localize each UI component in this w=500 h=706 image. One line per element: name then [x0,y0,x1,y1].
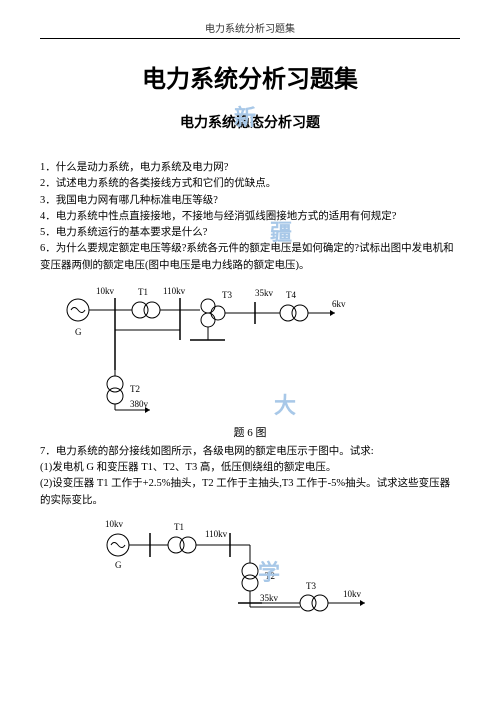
question-6: 6．为什么要规定额定电压等级?系统各元件的额定电压是如何确定的?试标出图中发电机… [40,241,460,274]
label-380v: 380v [130,399,149,409]
page-header: 电力系统分析习题集 [40,20,460,39]
label-g: G [115,560,122,570]
label-t3: T3 [222,290,232,300]
label-t4: T4 [286,290,296,300]
diagram-7: G 10kv T1 110kv T2 35kv [100,515,460,635]
label-35kv: 35kv [260,593,279,603]
label-10kv: 10kv [105,519,124,529]
label-t3: T3 [306,581,316,591]
label-t1: T1 [138,287,148,297]
caption-6: 题 6 图 [40,424,460,440]
subtitle: 电力系统稳态分析习题 [40,112,460,132]
label-10kvb: 10kv [343,589,362,599]
main-title: 电力系统分析习题集 [40,59,460,94]
label-35kv: 35kv [255,288,274,298]
question-2: 2．试述电力系统的各类接线方式和它们的优缺点。 [40,176,460,192]
label-110kv: 110kv [205,529,228,539]
diagram-6: G 10kv T1 110kv T3 35kv [60,280,460,420]
label-t1: T1 [174,522,184,532]
label-t2: T2 [265,571,275,581]
question-5: 5．电力系统运行的基本要求是什么? [40,225,460,241]
label-g: G [75,327,82,337]
question-7a: (1)发电机 G 和变压器 T1、T2、T3 高，低压侧绕组的额定电压。 [40,460,460,476]
label-6kv: 6kv [332,299,346,309]
label-t2: T2 [130,384,140,394]
question-7b: (2)设变压器 T1 工作于+2.5%抽头，T2 工作于主抽头,T3 工作于-5… [40,476,460,509]
question-4: 4．电力系统中性点直接接地，不接地与经消弧线圈接地方式的适用有何规定? [40,209,460,225]
label-110kv: 110kv [163,286,186,296]
question-3: 3．我国电力网有哪几种标准电压等级? [40,193,460,209]
label-10kv: 10kv [96,286,115,296]
question-7: 7．电力系统的部分接线如图所示，各级电网的额定电压示于图中。试求: [40,444,460,460]
question-1: 1．什么是动力系统，电力系统及电力网? [40,160,460,176]
